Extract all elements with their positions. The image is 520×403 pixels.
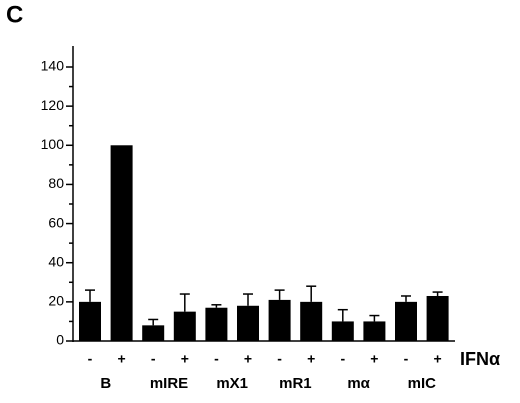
y-tick-label: 100 [41, 136, 65, 152]
x-tick-label: + [307, 351, 315, 367]
group-label: B [100, 375, 111, 392]
x-tick-label: - [340, 351, 345, 367]
x-tick-label: + [244, 351, 252, 367]
y-tick-label: 40 [48, 253, 64, 269]
bar [331, 321, 354, 341]
y-tick-label: 140 [41, 58, 65, 74]
x-tick-label: - [404, 351, 409, 367]
y-tick-label: 20 [48, 293, 64, 309]
x-tick-label: - [214, 351, 219, 367]
x-tick-label: - [88, 351, 93, 367]
bar [363, 321, 386, 341]
x-tick-label: - [151, 351, 156, 367]
x-tick-label: + [118, 351, 126, 367]
group-label: mα [347, 375, 370, 392]
x-tick-label: + [434, 351, 442, 367]
bar [173, 311, 196, 341]
group-label: mIRE [150, 375, 188, 392]
bar [268, 299, 291, 341]
bar [237, 305, 259, 341]
bar [79, 301, 101, 341]
bar [300, 301, 323, 341]
y-tick-label: 80 [48, 175, 64, 191]
bar [395, 301, 417, 341]
treatment-label: IFNα [460, 349, 500, 369]
bar [205, 307, 228, 341]
x-tick-label: + [181, 351, 189, 367]
y-tick-label: 0 [56, 332, 64, 348]
group-label: mR1 [279, 375, 312, 392]
bar [110, 145, 133, 341]
y-tick-label: 120 [41, 97, 65, 113]
bar [142, 325, 165, 341]
x-tick-label: + [370, 351, 378, 367]
group-label: mX1 [216, 375, 248, 392]
bar [426, 295, 449, 341]
panel-label: C [6, 1, 23, 28]
group-label: mIC [408, 375, 437, 392]
y-tick-label: 60 [48, 214, 64, 230]
x-tick-label: - [277, 351, 282, 367]
